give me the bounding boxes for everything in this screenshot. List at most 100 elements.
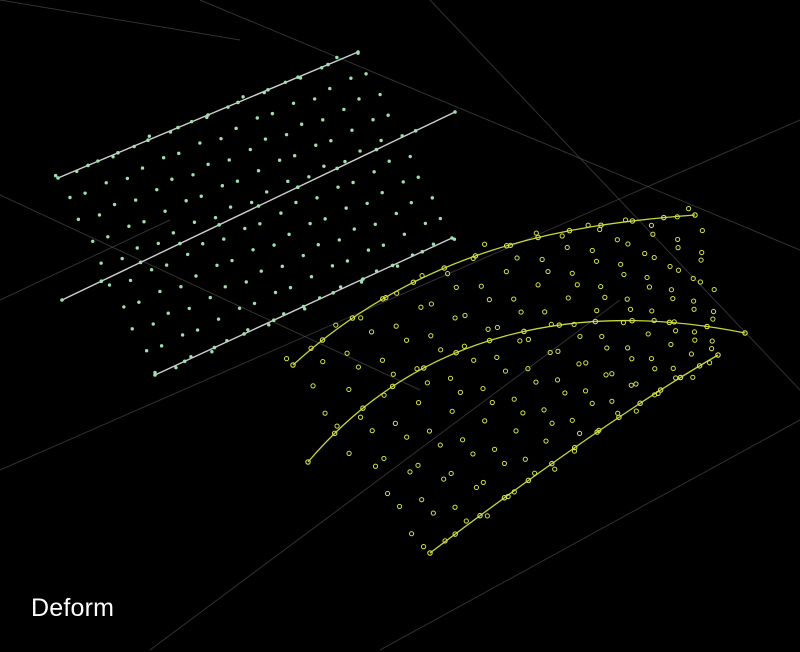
deformed-curve-point: [349, 315, 356, 321]
deformed-point: [384, 490, 391, 497]
deformed-point: [463, 518, 469, 524]
deformed-point: [394, 290, 400, 296]
source-point: [201, 242, 205, 246]
deformed-point: [690, 374, 696, 380]
deformed-point: [381, 392, 387, 398]
source-point: [132, 144, 136, 149]
deformed-point: [604, 345, 610, 351]
deformed-point: [505, 493, 511, 500]
caption-label: Deform: [31, 594, 115, 622]
deformed-point: [415, 462, 421, 468]
deformed-point: [511, 396, 517, 402]
grid-line: [199, 0, 800, 251]
source-curve-point: [420, 249, 425, 254]
deformed-point: [542, 309, 548, 315]
source-point: [199, 194, 203, 198]
source-point: [249, 200, 254, 205]
deformed-point: [646, 284, 653, 290]
deformed-point: [491, 446, 498, 452]
source-curve-point: [335, 166, 339, 171]
deformed-point: [675, 267, 682, 273]
source-curve-point: [217, 223, 221, 227]
source-point: [135, 246, 139, 250]
deformed-point: [552, 466, 558, 472]
source-point: [205, 115, 209, 120]
deformed-curve-point: [427, 550, 433, 556]
source-point: [337, 238, 341, 242]
deformed-point: [438, 347, 444, 353]
deformed-curve: [292, 214, 696, 366]
source-point: [329, 139, 333, 143]
source-point: [111, 155, 115, 159]
deformed-point: [457, 389, 464, 395]
deformed-point: [571, 448, 578, 454]
deformed-point: [625, 345, 631, 351]
deformed-point: [372, 463, 379, 469]
deformed-curve-point: [657, 387, 664, 393]
deformed-point: [675, 245, 681, 251]
source-point: [350, 128, 354, 132]
deformed-point: [710, 316, 716, 322]
source-point: [335, 55, 339, 60]
deformed-point: [418, 304, 424, 310]
deformed-point: [486, 297, 492, 303]
deformed-point: [320, 359, 326, 365]
source-point: [312, 97, 317, 101]
source-point: [158, 289, 162, 294]
source-point: [303, 307, 307, 311]
deformed-point: [706, 360, 713, 366]
source-point: [345, 259, 350, 263]
deformed-point: [699, 227, 705, 234]
deformed-point: [554, 377, 561, 383]
source-curve-point: [60, 298, 64, 302]
deformed-curve-point: [677, 374, 684, 381]
deformed-point: [462, 312, 468, 319]
deformed-point: [525, 366, 531, 372]
deformed-point: [571, 321, 577, 327]
deformed-point: [648, 355, 655, 362]
source-point: [185, 252, 190, 257]
deformed-point: [461, 343, 467, 349]
deformed-point: [494, 354, 500, 360]
source-curve-point: [236, 100, 240, 105]
source-point: [215, 263, 219, 267]
deformed-curve-point: [637, 400, 643, 407]
deformed-point: [437, 442, 443, 448]
source-point: [225, 339, 229, 343]
deformed-point: [448, 470, 454, 477]
deformed-point: [609, 398, 615, 404]
deformed-point: [426, 428, 433, 434]
deformed-point: [559, 233, 565, 239]
source-point: [133, 198, 138, 202]
source-point: [394, 211, 399, 216]
deformed-point: [593, 258, 600, 264]
source-curve-point: [116, 151, 120, 155]
deformed-point: [620, 320, 627, 326]
source-point: [127, 224, 131, 228]
source-curve-point: [146, 138, 150, 142]
deformed-curve-point: [525, 477, 532, 484]
source-point: [189, 119, 194, 124]
deformed-point: [644, 274, 650, 281]
source-curve-point: [413, 129, 418, 133]
source-point: [372, 170, 376, 174]
source-point: [180, 333, 185, 337]
deformed-point: [596, 427, 602, 433]
deformed-point: [480, 479, 486, 486]
source-point: [243, 226, 247, 231]
deformed-point: [548, 321, 554, 328]
source-point: [206, 162, 210, 167]
source-point: [192, 220, 197, 224]
source-point: [352, 227, 356, 231]
deformed-surface: [284, 206, 748, 556]
source-point: [371, 118, 375, 122]
deformed-point: [449, 408, 455, 414]
source-point: [219, 136, 223, 141]
source-point: [279, 211, 283, 215]
deformed-point: [485, 326, 491, 332]
deformed-curve-point: [360, 405, 366, 411]
source-point: [194, 274, 198, 278]
deformed-point: [624, 296, 630, 302]
